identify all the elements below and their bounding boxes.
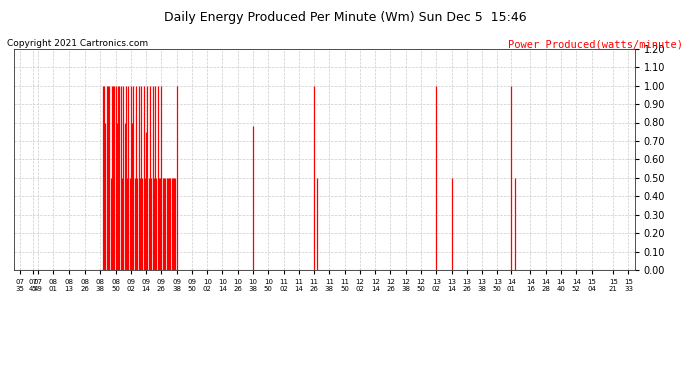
Text: Copyright 2021 Cartronics.com: Copyright 2021 Cartronics.com <box>7 39 148 48</box>
Text: Power Produced(watts/minute): Power Produced(watts/minute) <box>508 39 683 50</box>
Text: Daily Energy Produced Per Minute (Wm) Sun Dec 5  15:46: Daily Energy Produced Per Minute (Wm) Su… <box>164 11 526 24</box>
